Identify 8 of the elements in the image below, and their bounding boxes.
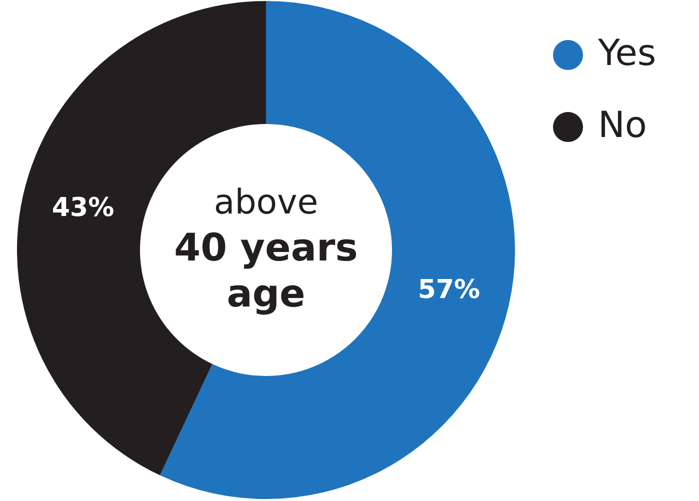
text: age [226,271,306,316]
legend-label: No [598,104,647,146]
text: 40 years [174,225,358,270]
text: above [214,182,318,222]
data-label: 57% [418,275,480,306]
data-label: 43% [52,193,114,224]
donut-slice [160,1,515,499]
legend-label: Yes [597,32,656,74]
